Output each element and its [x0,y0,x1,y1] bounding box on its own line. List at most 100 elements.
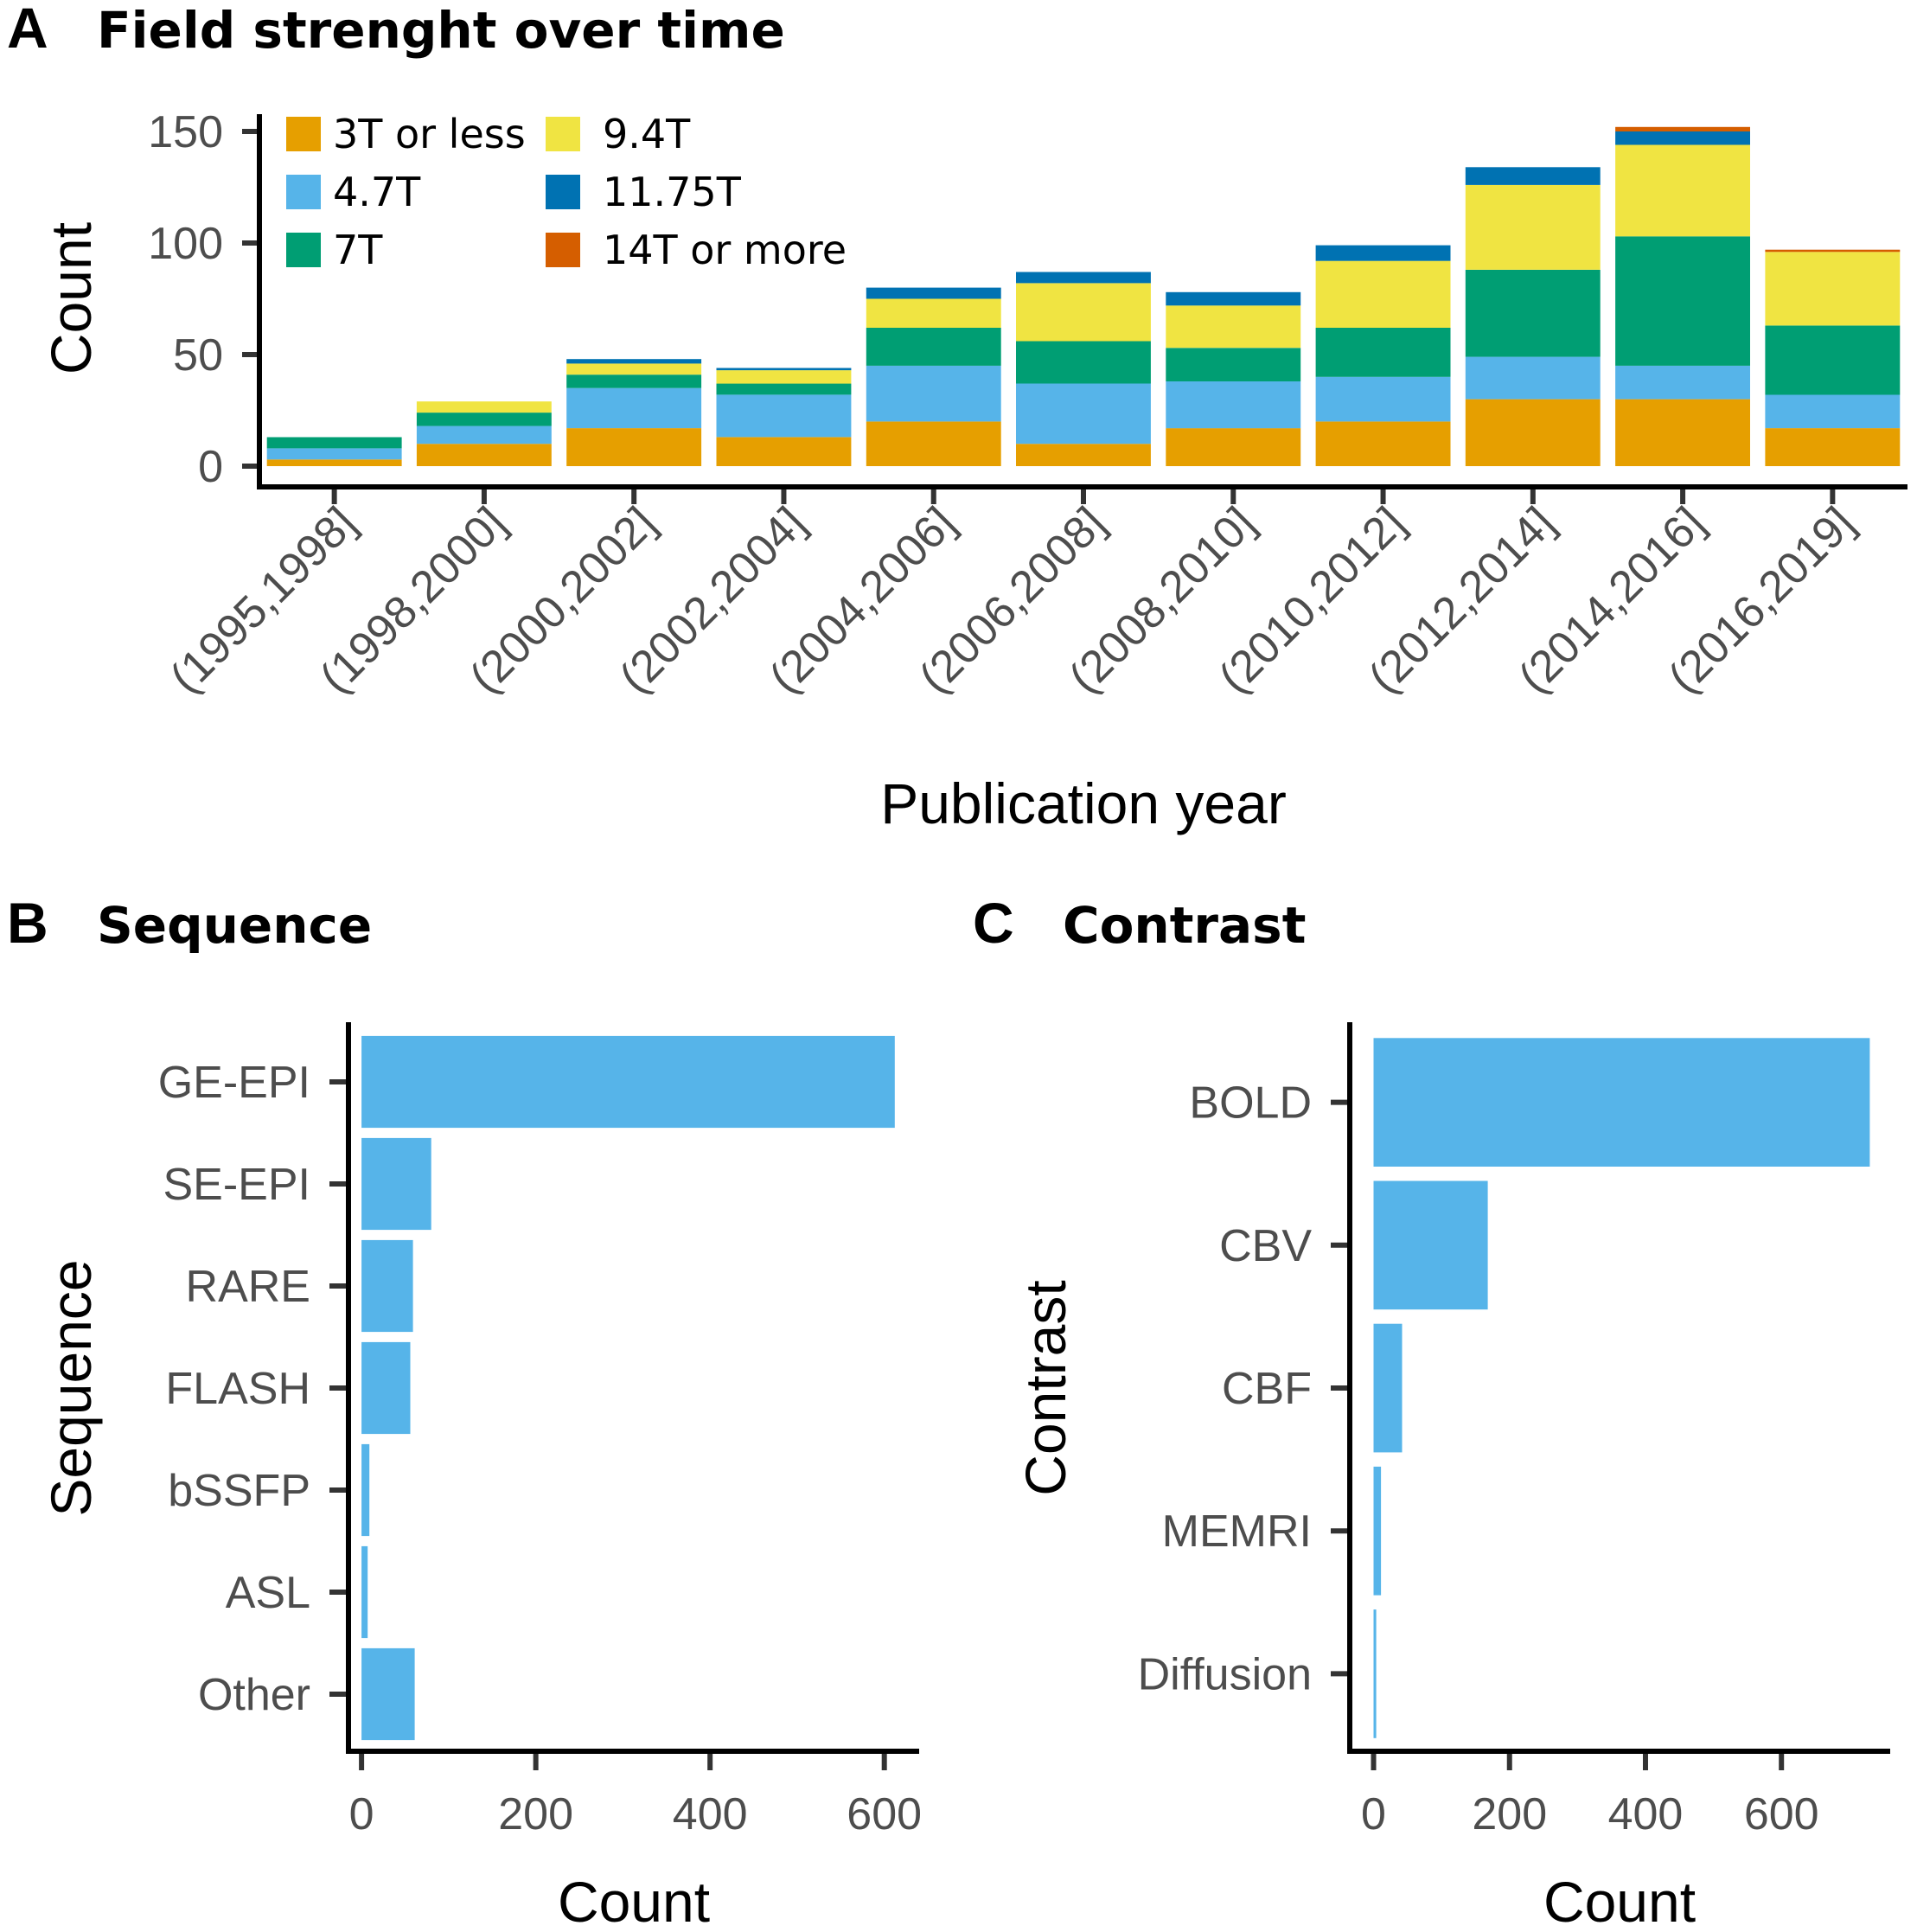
legend-swatch [286,175,321,209]
bar-1998-2000-3t-or-less [416,444,552,466]
bar-2000-2002-11-75t [566,359,702,364]
y-tick-label: 150 [148,107,223,157]
bar-2002-2004-3t-or-less [716,437,852,466]
legend-swatch [286,117,321,151]
panel-b-x-axis-title: Count [558,1870,710,1932]
legend-item-9-4t: 9.4T [546,111,691,157]
bar-cbv [1373,1180,1488,1310]
legend-label: 9.4T [603,111,691,157]
bar-2006-2008-7t [1016,341,1151,384]
panel-a-letter: A [7,0,48,60]
bar-2014-2016-4-7t [1615,365,1750,400]
bar-1995-1998-4-7t [266,448,402,460]
panel-c-bars [1373,1038,1870,1738]
bar-se-epi [361,1137,431,1231]
panel-b: B Sequence GE-EPI SE-EPI RARE FLASH bSSFP ASL… [7,891,922,1932]
bar-2002-2004-7t [716,383,852,395]
y-tick-label: FLASH [165,1364,310,1414]
bar-cbf [1373,1323,1403,1453]
bar-2006-2008-4-7t [1016,383,1151,445]
legend-label: 11.75T [603,169,742,215]
bar-asl [361,1545,368,1639]
x-tick-label: 400 [673,1789,748,1839]
legend-item-11-75t: 11.75T [546,169,742,215]
panel-a: A Field strenght over time 0 50 100 150 (19… [7,0,1907,835]
bar-2010-2012-3t-or-less [1315,421,1451,466]
bar-diffusion [1373,1609,1377,1738]
bar-flash [361,1341,411,1435]
y-tick-label: Other [198,1670,310,1720]
legend-label: 3T or less [333,111,526,157]
bar-2010-2012-11-75t [1315,245,1451,261]
bar-2004-2006-3t-or-less [866,421,1001,466]
y-tick-label: GE-EPI [158,1058,310,1108]
bar-2010-2012-4-7t [1315,376,1451,422]
bar-2008-2010-3t-or-less [1166,428,1301,466]
bar-2008-2010-9-4t [1166,305,1301,349]
y-tick-label: CBF [1222,1364,1312,1414]
bar-2008-2010-7t [1166,348,1301,381]
bar-2004-2006-11-75t [866,287,1001,299]
legend-swatch [546,233,580,267]
y-tick-label: RARE [186,1262,310,1312]
x-tick-label: 200 [1472,1789,1547,1839]
x-tick-label: 400 [1608,1789,1684,1839]
panel-a-axes [257,114,1907,489]
legend-item-14t-or-more: 14T or more [546,227,847,273]
bar-2008-2010-4-7t [1166,381,1301,429]
y-tick-label: 100 [148,219,223,269]
y-tick-label: bSSFP [168,1466,310,1516]
bar-bold [1373,1038,1870,1167]
bar-2016-2019-4-7t [1765,394,1901,429]
bar-1995-1998-3t-or-less [266,459,402,466]
bar-2000-2002-7t [566,374,702,388]
bar-1998-2000-9-4t [416,401,552,413]
bar-ge-epi [361,1035,895,1129]
legend-item-3t-or-less: 3T or less [286,111,526,157]
panel-a-bars [266,126,1901,466]
legend-swatch [546,117,580,151]
bar-2016-2019-14t-or-more [1765,249,1901,253]
panel-b-y-axis-ticks: GE-EPI SE-EPI RARE FLASH bSSFP ASL Other [158,1058,348,1720]
legend-label: 7T [333,227,383,273]
legend-label: 14T or more [603,227,847,273]
panel-b-title: Sequence [97,896,372,955]
bar-1998-2000-7t [416,413,552,426]
bar-2016-2019-7t [1765,325,1901,395]
bar-2006-2008-3t-or-less [1016,444,1151,466]
panel-b-y-axis-title: Sequence [39,1259,103,1516]
panel-a-x-axis-ticks: (1995,1998](1998,2000](2000,2002](2002,2… [161,487,1864,703]
panel-a-y-axis-ticks: 0 50 100 150 [148,107,259,492]
bar-2004-2006-4-7t [866,365,1001,422]
legend-swatch [286,233,321,267]
bar-1995-1998-7t [266,437,402,449]
bar-2008-2010-11-75t [1166,291,1301,306]
bar-2000-2002-9-4t [566,363,702,375]
panel-c-letter: C [973,891,1014,955]
panel-c-x-axis-ticks: 0 200 400 600 [1361,1751,1819,1839]
legend-swatch [546,175,580,209]
bar-2002-2004-9-4t [716,370,852,384]
legend-item-4-7t: 4.7T [286,169,421,215]
panel-a-x-axis-title: Publication year [880,771,1287,835]
y-tick-label: SE-EPI [163,1160,311,1210]
panel-c-x-axis-title: Count [1543,1870,1696,1932]
bar-2014-2016-3t-or-less [1615,399,1750,466]
panel-c: C Contrast BOLD CBV CBF MEMRI Diffusion 0 200… [973,891,1890,1932]
bar-2016-2019-3t-or-less [1765,428,1901,466]
bar-2014-2016-9-4t [1615,144,1750,237]
bar-2012-2014-4-7t [1465,356,1601,400]
y-tick-label: Diffusion [1138,1649,1312,1699]
panel-c-y-axis-ticks: BOLD CBV CBF MEMRI Diffusion [1138,1078,1350,1699]
panel-b-axes [346,1022,919,1754]
y-tick-label: ASL [226,1568,310,1618]
legend-item-7t: 7T [286,227,383,273]
bar-2012-2014-11-75t [1465,167,1601,185]
x-tick-label: 600 [1744,1789,1819,1839]
bar-2000-2002-3t-or-less [566,428,702,466]
y-tick-label: 50 [173,330,223,381]
panel-c-axes [1347,1022,1890,1754]
bar-2000-2002-4-7t [566,387,702,429]
bar-2006-2008-11-75t [1016,272,1151,284]
